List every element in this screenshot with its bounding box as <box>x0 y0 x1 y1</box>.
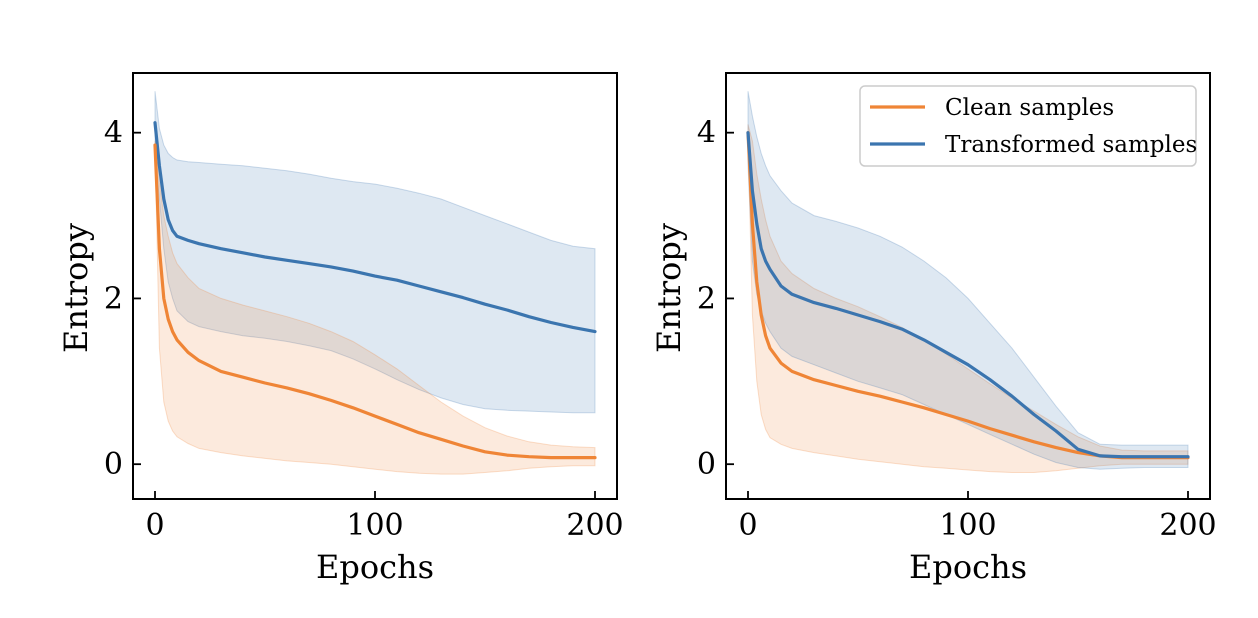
chart-panel-2: 0 100 200 0 2 4 Epochs Entropy Clean samples Tran… <box>650 72 1217 586</box>
y-tick-label: 2 <box>104 281 123 316</box>
series-line-transformed-samples <box>153 121 597 334</box>
x-tick-label: 0 <box>145 508 164 543</box>
legend: Clean samples Transformed samples <box>859 85 1197 167</box>
x-tick-label: 0 <box>738 508 757 543</box>
y-tick-label: 0 <box>697 447 716 482</box>
legend-label: Transformed samples <box>945 132 1197 158</box>
band-clean-samples <box>747 124 1189 473</box>
plot-area <box>746 91 1190 473</box>
x-tick-label: 200 <box>566 508 623 543</box>
x-tick-label: 200 <box>1159 508 1216 543</box>
band-transformed-samples <box>154 91 596 414</box>
y-tick-label: 4 <box>104 116 123 151</box>
series-line-clean-samples <box>153 143 597 460</box>
band-transformed-samples <box>747 91 1189 470</box>
x-tick-label: 100 <box>346 508 403 543</box>
x-axis-label: Epochs <box>316 548 434 586</box>
legend-box <box>859 85 1197 167</box>
y-axis-label: Entropy <box>650 223 688 353</box>
band-clean-samples <box>154 140 596 475</box>
y-axis-label: Entropy <box>57 223 95 353</box>
y-tick-label: 2 <box>697 281 716 316</box>
y-tick-label: 0 <box>104 447 123 482</box>
x-axis-label: Epochs <box>909 548 1027 586</box>
legend-label: Clean samples <box>945 95 1114 121</box>
chart-panel-1: 0 100 200 0 2 4 Epochs Entropy <box>57 72 624 586</box>
y-tick-label: 4 <box>697 116 716 151</box>
x-tick-label: 100 <box>939 508 996 543</box>
series-line-transformed-samples <box>746 131 1190 459</box>
plot-area <box>153 91 597 475</box>
